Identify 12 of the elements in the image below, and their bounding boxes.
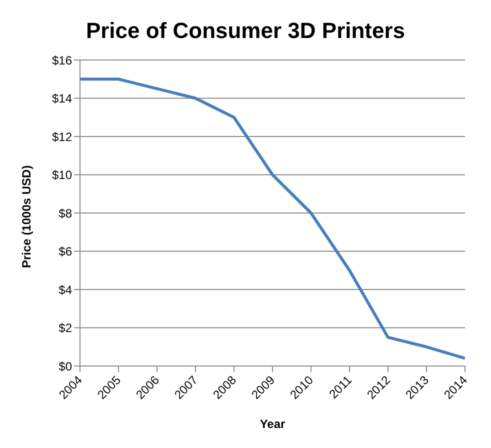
y-tick-label: $2 xyxy=(58,321,72,336)
y-tick-label: $10 xyxy=(52,168,72,182)
y-axis-title: Price (1000s USD) xyxy=(19,165,34,268)
y-tick-label: $14 xyxy=(52,92,72,106)
y-tick-label: $16 xyxy=(52,53,72,68)
y-tick-label: $0 xyxy=(58,359,72,374)
y-tick-label: $12 xyxy=(52,130,72,144)
chart-title: Price of Consumer 3D Printers xyxy=(84,17,406,45)
y-tick-label: $4 xyxy=(58,282,72,297)
x-axis-title: Year xyxy=(260,417,286,431)
y-tick-label: $6 xyxy=(58,244,72,259)
y-tick-label: $8 xyxy=(58,206,72,220)
